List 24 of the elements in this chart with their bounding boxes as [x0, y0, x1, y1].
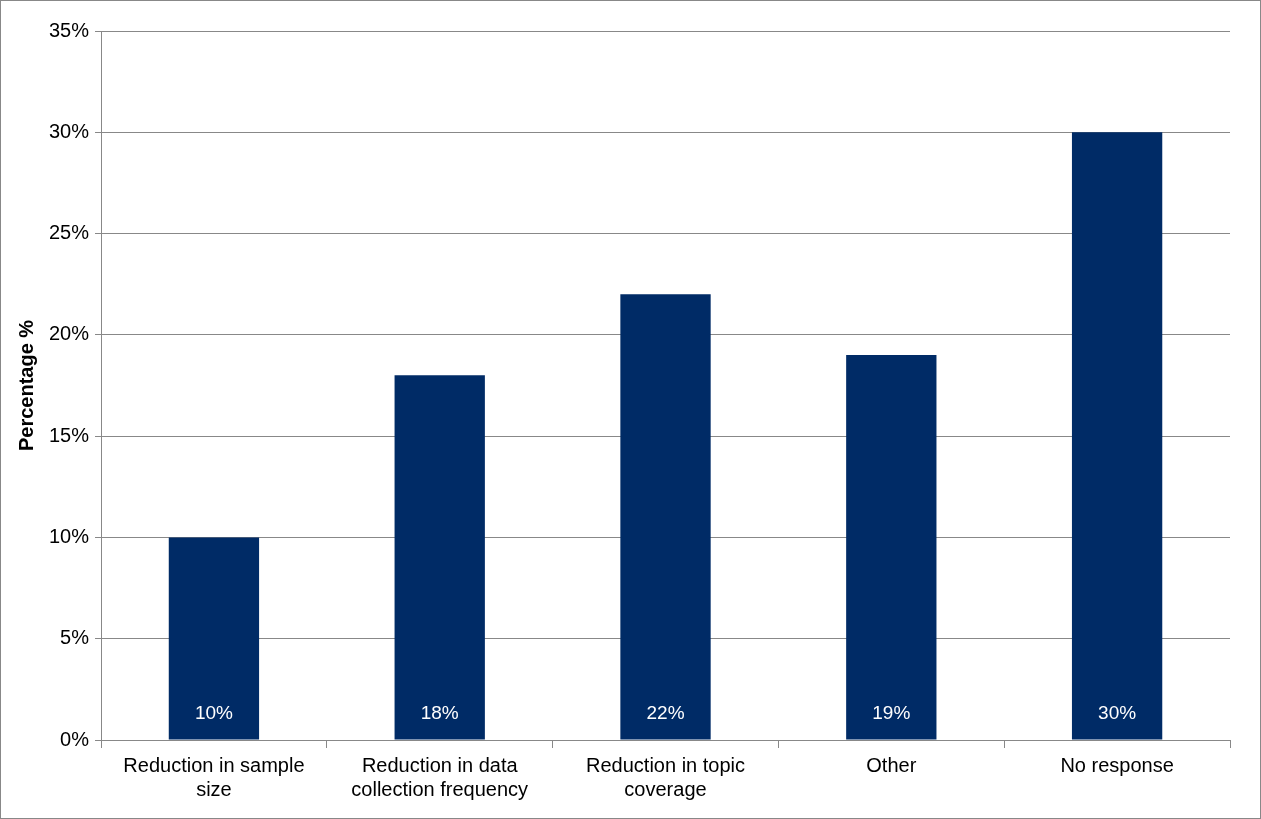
- data-label: 18%: [420, 701, 459, 723]
- bar: [846, 355, 937, 740]
- x-tick-label: Reduction in data collection frequency: [351, 753, 529, 800]
- y-tick-label: 10%: [49, 524, 90, 547]
- y-tick-label: 15%: [49, 423, 90, 446]
- data-label: 19%: [872, 701, 911, 723]
- y-axis-title: Percentage %: [14, 319, 37, 452]
- y-tick-label: 25%: [49, 221, 90, 244]
- bar: [168, 537, 260, 740]
- data-label: 30%: [1098, 701, 1137, 723]
- x-tick-label: Reduction in sample size: [123, 753, 305, 800]
- y-tick-label: 30%: [49, 119, 90, 142]
- x-tick-label: No response: [1060, 753, 1174, 776]
- data-label: 10%: [194, 701, 234, 723]
- y-tick-label: 35%: [49, 18, 90, 41]
- data-label: 22%: [646, 701, 685, 723]
- y-tick-label: 5%: [60, 626, 90, 649]
- x-tick-label: Other: [866, 753, 917, 776]
- bar: [394, 375, 485, 740]
- bar: [620, 294, 711, 740]
- bar: [1071, 132, 1163, 740]
- y-tick-label: 20%: [49, 322, 90, 345]
- x-tick-label: Reduction in topic coverage: [586, 753, 746, 800]
- y-tick-label: 0%: [60, 727, 90, 750]
